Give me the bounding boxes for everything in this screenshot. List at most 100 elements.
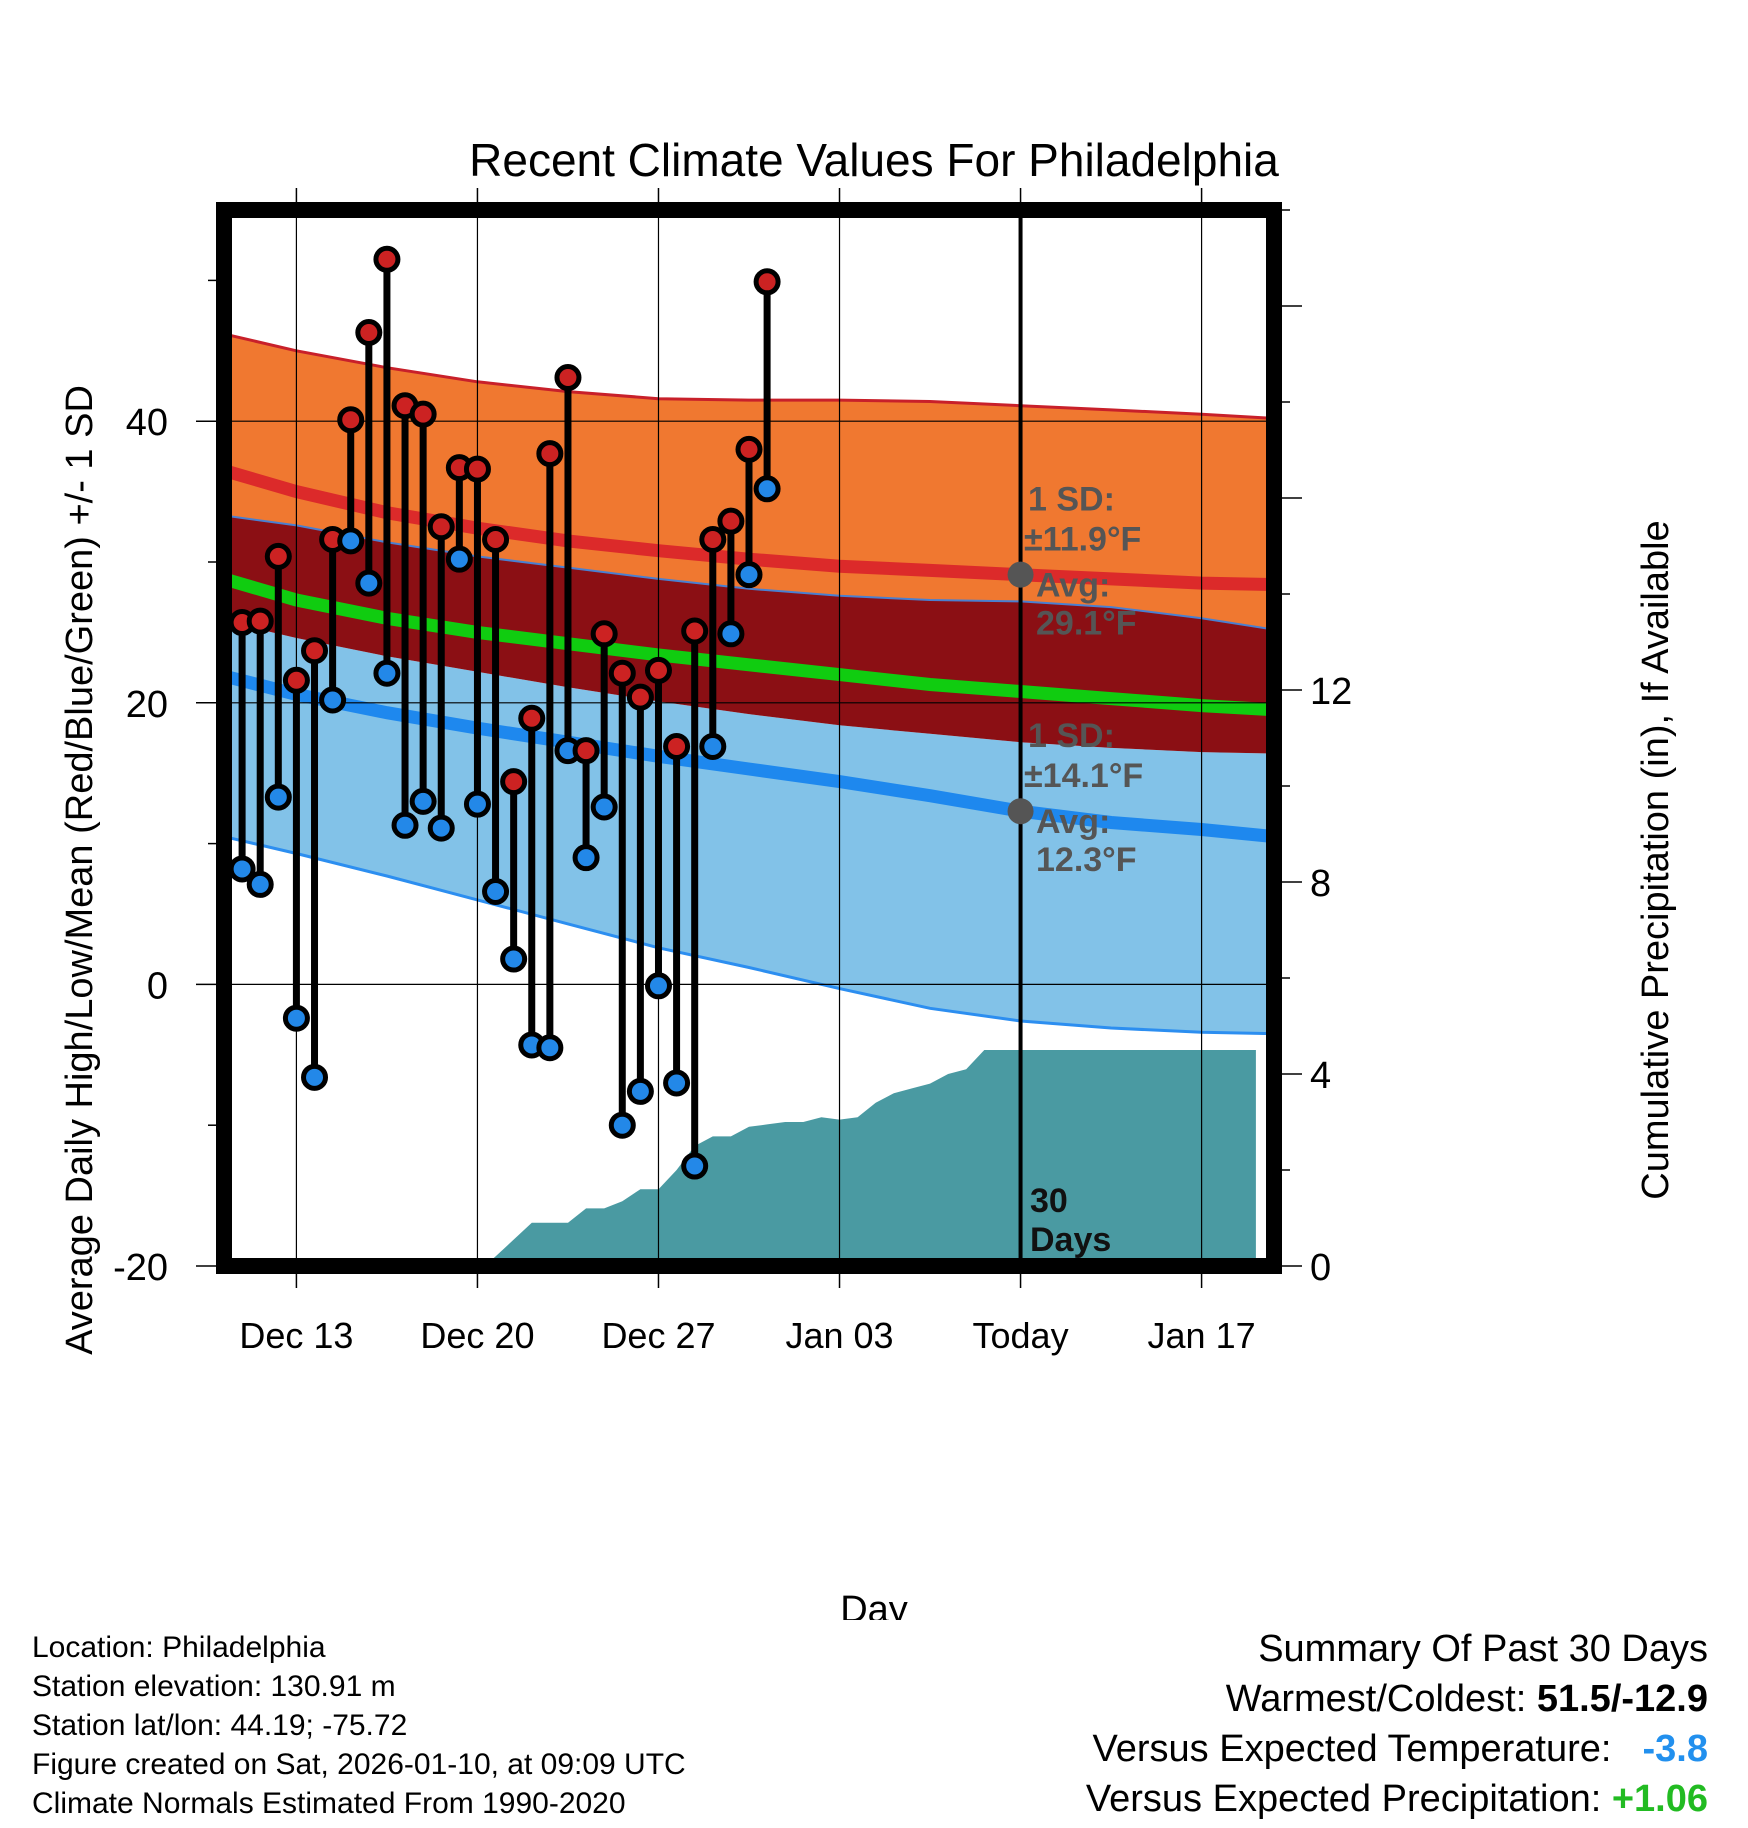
low-point: [427, 814, 455, 842]
low-avg-marker: [1007, 798, 1034, 825]
high-point: [536, 440, 564, 468]
y-tick-label: 40: [126, 402, 168, 444]
high-point: [644, 656, 672, 684]
y-axis-label: Average Daily High/Low/Mean (Red/Blue/Gr…: [59, 385, 101, 1355]
low-point: [663, 1069, 691, 1097]
y2-tick-label: 0: [1310, 1247, 1331, 1289]
high-point: [373, 245, 401, 273]
summary-temp-row: Versus Expected Temperature: -3.8: [1086, 1724, 1708, 1774]
y2-axis-label: Cumulative Precipitation (in), If Availa…: [1635, 520, 1677, 1199]
high-point: [463, 455, 491, 483]
high-sd-value: ±11.9°F: [1024, 521, 1141, 559]
low-point: [282, 1004, 310, 1032]
high-point: [355, 318, 383, 346]
plot-frame: [216, 202, 1282, 1274]
high-point: [246, 607, 274, 635]
temp-label: Versus Expected Temperature:: [1092, 1728, 1622, 1770]
y-tick-label: 20: [126, 684, 168, 726]
high-point: [735, 435, 763, 463]
x-axis-label: Day: [840, 1589, 908, 1620]
low-point: [301, 1063, 329, 1091]
summary-panel: Summary Of Past 30 Days Warmest/Coldest:…: [1086, 1624, 1708, 1824]
x-tick-label: Jan 17: [1148, 1315, 1256, 1356]
x-tick-label: Dec 27: [601, 1315, 715, 1356]
high-point: [301, 637, 329, 665]
low-sd-lower-line: [223, 835, 1275, 1036]
high-point: [681, 617, 709, 645]
high-point: [264, 542, 292, 570]
high-point: [626, 683, 654, 711]
elevation-text: Station elevation: 130.91 m: [32, 1670, 396, 1703]
warm-cold-label: Warmest/Coldest:: [1225, 1678, 1537, 1720]
precip-area: [242, 1050, 1256, 1266]
summary-warm-cold-row: Warmest/Coldest: 51.5/-12.9: [1086, 1674, 1708, 1724]
days-label-text: Days: [1030, 1221, 1111, 1259]
low-point: [445, 545, 473, 573]
high-point: [753, 268, 781, 296]
high-point: [572, 737, 600, 765]
high-avg-value: 29.1°F: [1036, 605, 1137, 643]
summary-title: Summary Of Past 30 Days: [1258, 1628, 1708, 1670]
high-point: [427, 513, 455, 541]
chart-title: Recent Climate Values For Philadelphia: [469, 134, 1279, 186]
low-point: [608, 1111, 636, 1139]
low-point: [536, 1034, 564, 1062]
low-avg-value: 12.3°F: [1036, 841, 1137, 879]
low-point: [409, 787, 437, 815]
high-point: [663, 732, 691, 760]
high-point: [409, 400, 437, 428]
y2-tick-label: 4: [1310, 1055, 1331, 1097]
x-tick-label: Today: [973, 1315, 1069, 1356]
x-tick-label: Jan 03: [785, 1315, 893, 1356]
station-info: Location: Philadelphia Station elevation…: [32, 1628, 686, 1823]
high-sd-label: 1 SD:: [1028, 481, 1115, 519]
created-text: Figure created on Sat, 2026-01-10, at 09…: [32, 1748, 686, 1781]
precip-value: +1.06: [1611, 1778, 1708, 1820]
high-avg-marker: [1007, 561, 1034, 588]
warm-cold-value: 51.5/-12.9: [1536, 1678, 1708, 1720]
low-point: [753, 475, 781, 503]
normals-text: Climate Normals Estimated From 1990-2020: [32, 1787, 626, 1820]
climate-chart: Recent Climate Values For Philadelphia 1…: [59, 134, 1677, 1620]
low-point: [590, 793, 618, 821]
low-point: [337, 527, 365, 555]
low-point: [391, 811, 419, 839]
low-point: [644, 972, 672, 1000]
y2-tick-label: 8: [1310, 863, 1331, 905]
days-label-count: 30: [1030, 1182, 1068, 1220]
low-point: [264, 783, 292, 811]
y2-tick-label: 12: [1310, 671, 1352, 713]
normal-low-line: [222, 669, 1275, 844]
y-tick-label: 0: [147, 965, 168, 1007]
high-point: [500, 768, 528, 796]
high-point: [717, 507, 745, 535]
high-point: [554, 364, 582, 392]
high-point: [590, 620, 618, 648]
low-point: [463, 790, 491, 818]
low-point: [572, 844, 600, 872]
low-point: [735, 561, 763, 589]
low-point: [319, 686, 347, 714]
precip-label: Versus Expected Precipitation:: [1085, 1778, 1612, 1820]
low-sd-label: 1 SD:: [1028, 717, 1115, 755]
high-point: [482, 525, 510, 553]
high-point: [699, 525, 727, 553]
low-sd-value: ±14.1°F: [1024, 757, 1143, 795]
low-point: [717, 620, 745, 648]
x-tick-label: Dec 20: [420, 1315, 534, 1356]
low-point: [246, 870, 274, 898]
high-avg-label: Avg:: [1036, 567, 1110, 605]
low-point: [626, 1077, 654, 1105]
high-point: [282, 666, 310, 694]
low-point: [699, 732, 727, 760]
low-point: [355, 569, 383, 597]
low-point: [482, 877, 510, 905]
latlon-text: Station lat/lon: 44.19; -75.72: [32, 1709, 408, 1742]
low-point: [500, 945, 528, 973]
x-tick-label: Dec 13: [239, 1315, 353, 1356]
summary-precip-row: Versus Expected Precipitation: +1.06: [1086, 1774, 1708, 1824]
low-avg-label: Avg:: [1036, 803, 1110, 841]
high-point: [608, 659, 636, 687]
high-point: [337, 406, 365, 434]
